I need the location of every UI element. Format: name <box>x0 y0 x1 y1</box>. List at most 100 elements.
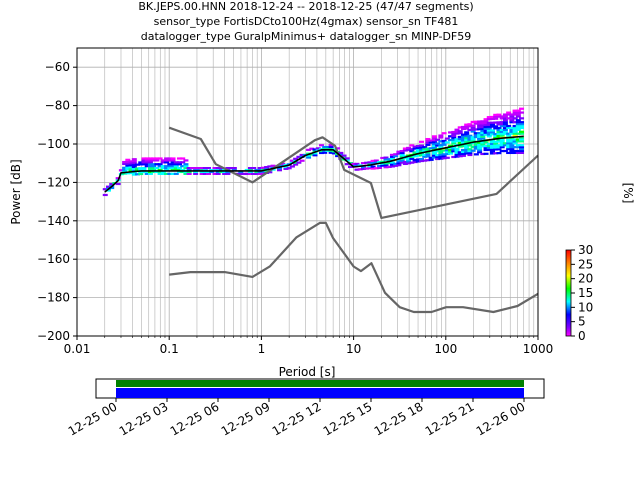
density-cell <box>496 128 502 132</box>
density-cell <box>422 147 428 151</box>
density-cell <box>473 120 479 123</box>
density-cell <box>351 162 357 166</box>
density-cell <box>428 147 434 150</box>
density-cell <box>431 146 437 149</box>
density-cell <box>399 159 405 162</box>
density-cell <box>147 172 153 175</box>
density-cell <box>454 149 460 152</box>
density-cell <box>448 146 454 149</box>
density-cell <box>451 134 457 137</box>
density-cell <box>215 172 221 175</box>
density-cell <box>512 109 518 112</box>
density-cell <box>406 156 412 159</box>
density-cell <box>412 160 418 164</box>
density-cell <box>486 121 492 125</box>
density-cell <box>502 144 508 147</box>
density-cell <box>460 139 466 142</box>
density-cell <box>173 167 179 170</box>
density-cell <box>167 159 173 162</box>
density-cell <box>131 163 137 167</box>
density-cell <box>451 142 457 145</box>
density-cell <box>280 162 286 165</box>
density-cell <box>267 171 273 174</box>
density-cell <box>154 159 160 162</box>
density-cell <box>502 121 508 124</box>
density-cell <box>289 165 295 168</box>
density-cell <box>502 123 508 126</box>
density-cell <box>338 153 344 156</box>
density-cell <box>412 151 418 154</box>
density-cell <box>480 126 486 129</box>
density-cell <box>105 189 111 192</box>
density-cell <box>477 151 483 154</box>
model-lines <box>104 126 539 314</box>
density-cell <box>306 148 312 151</box>
density-cell <box>480 152 486 156</box>
density-cell <box>448 152 454 155</box>
density-cell <box>131 171 137 174</box>
density-cell <box>164 161 170 164</box>
density-cell <box>109 186 115 190</box>
density-cell <box>509 126 515 130</box>
density-cell <box>147 157 153 160</box>
density-cell <box>444 156 450 159</box>
density-cell <box>438 144 444 147</box>
density-cell <box>409 148 415 151</box>
density-cell <box>464 144 470 147</box>
density-cell <box>477 133 483 137</box>
density-cell <box>467 148 473 151</box>
density-cell <box>489 140 495 144</box>
density-cell <box>164 167 170 170</box>
density-cell <box>451 146 457 149</box>
density-cell <box>335 154 341 158</box>
density-cell <box>506 142 512 145</box>
density-cell <box>367 161 373 164</box>
density-cell <box>506 134 512 137</box>
density-cell <box>241 172 247 175</box>
density-cell <box>444 152 450 156</box>
x-tick-label: 100 <box>434 342 457 356</box>
density-cell <box>131 158 137 161</box>
density-cell <box>425 141 431 145</box>
density-cell <box>470 120 476 124</box>
density-cell <box>157 163 163 166</box>
density-cell <box>467 128 473 132</box>
density-cell <box>328 143 334 147</box>
density-cell <box>435 157 441 161</box>
density-cell <box>431 142 437 146</box>
density-cell <box>467 144 473 147</box>
density-cell <box>473 141 479 144</box>
density-cell <box>176 167 182 170</box>
density-cell <box>438 140 444 143</box>
density-cell <box>202 170 208 174</box>
density-cell <box>167 165 173 168</box>
density-cell <box>322 145 328 149</box>
density-cell <box>457 151 463 154</box>
density-cell <box>489 129 495 132</box>
density-cell <box>193 172 199 175</box>
density-cell <box>147 163 153 166</box>
density-cell <box>412 159 418 162</box>
density-cell <box>318 144 324 147</box>
density-cell <box>460 152 466 155</box>
density-cell <box>131 161 137 165</box>
density-cell <box>480 127 486 131</box>
density-cell <box>489 121 495 124</box>
density-cell <box>115 182 121 186</box>
density-cell <box>367 167 373 170</box>
density-cell <box>467 140 473 143</box>
density-cell <box>502 119 508 122</box>
density-cell <box>460 137 466 140</box>
density-cell <box>296 155 302 158</box>
density-cell <box>509 138 515 141</box>
density-cell <box>147 168 153 172</box>
density-cell <box>486 135 492 138</box>
density-cell <box>402 157 408 160</box>
density-cell <box>457 126 463 129</box>
density-cell <box>386 161 392 165</box>
density-cell <box>193 168 199 172</box>
density-cell <box>499 124 505 128</box>
density-cell <box>451 130 457 134</box>
density-cell <box>218 170 224 174</box>
